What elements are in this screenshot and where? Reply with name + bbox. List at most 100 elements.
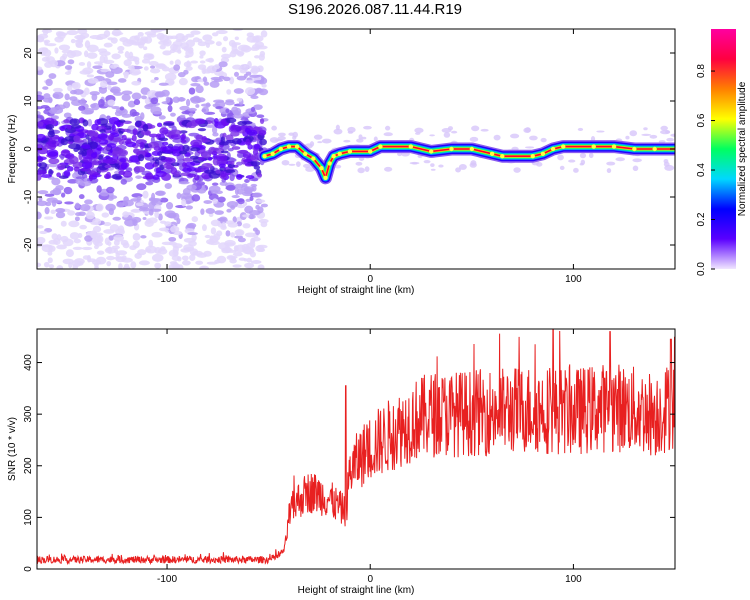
noise-blob xyxy=(37,211,42,220)
ridge-node xyxy=(489,151,495,156)
noise-blob xyxy=(140,112,145,120)
noise-blob xyxy=(63,186,73,195)
noise-blob xyxy=(181,260,191,266)
ridge-node xyxy=(652,146,657,152)
noise-blob xyxy=(185,33,195,38)
noise-blob xyxy=(203,200,213,204)
faint-blob xyxy=(629,130,638,137)
noise-blob xyxy=(48,73,57,79)
noise-blob xyxy=(153,111,163,115)
faint-blob xyxy=(450,130,458,134)
noise-blob xyxy=(247,60,252,69)
band-blob xyxy=(237,120,248,126)
noise-blob xyxy=(172,266,179,269)
noise-blob xyxy=(151,231,163,238)
band-blob xyxy=(171,148,182,157)
band-blob xyxy=(45,124,55,130)
band-blob xyxy=(37,169,47,175)
noise-blob xyxy=(183,244,194,251)
band-blob xyxy=(68,156,79,164)
noise-blob xyxy=(201,106,209,114)
noise-blob xyxy=(111,105,120,110)
noise-blob xyxy=(169,60,174,65)
noise-blob xyxy=(230,205,236,210)
noise-blob xyxy=(240,45,252,53)
noise-blob xyxy=(214,210,224,215)
noise-blob xyxy=(190,60,199,64)
noise-blob xyxy=(233,245,239,252)
noise-blob xyxy=(97,48,108,53)
noise-blob xyxy=(243,187,253,195)
noise-blob xyxy=(210,227,217,235)
noise-blob xyxy=(103,222,112,227)
faint-blob xyxy=(384,166,393,172)
noise-blob xyxy=(78,62,86,66)
faint-blob xyxy=(384,125,391,131)
band-blob xyxy=(37,133,46,141)
noise-blob xyxy=(254,55,260,59)
band-blob xyxy=(148,133,159,138)
noise-blob xyxy=(44,207,50,215)
band-blob xyxy=(230,131,240,137)
noise-blob xyxy=(92,225,102,233)
noise-blob xyxy=(226,89,232,95)
band-blob xyxy=(171,162,180,167)
faint-blob xyxy=(358,134,363,140)
band-blob xyxy=(187,173,197,178)
band-blob xyxy=(197,156,205,161)
noise-blob xyxy=(244,87,256,96)
noise-blob xyxy=(91,93,98,101)
band-blob xyxy=(106,171,112,179)
noise-blob xyxy=(69,232,80,240)
noise-blob xyxy=(95,36,104,41)
faint-blob xyxy=(295,161,301,167)
noise-blob xyxy=(159,197,169,203)
ridge-node xyxy=(469,146,475,152)
band-blob xyxy=(247,144,253,150)
noise-blob xyxy=(111,53,121,60)
noise-blob xyxy=(168,80,175,85)
band-blob xyxy=(121,134,127,141)
noise-blob xyxy=(185,205,194,210)
noise-blob xyxy=(106,186,115,194)
noise-blob xyxy=(205,42,210,48)
noise-blob xyxy=(170,112,176,117)
faint-blob xyxy=(429,134,435,137)
noise-blob xyxy=(245,79,255,84)
noise-blob xyxy=(211,32,219,37)
band-blob xyxy=(92,159,97,165)
noise-blob xyxy=(218,61,228,68)
noise-blob xyxy=(245,71,252,76)
noise-blob xyxy=(236,229,243,237)
noise-blob xyxy=(122,39,134,47)
noise-blob xyxy=(131,92,142,100)
band-blob xyxy=(170,133,182,140)
band-blob xyxy=(159,127,169,135)
band-blob xyxy=(169,129,182,136)
band-blob xyxy=(133,148,140,154)
noise-blob xyxy=(84,40,91,49)
noise-blob xyxy=(230,232,236,238)
noise-blob xyxy=(205,208,215,214)
noise-blob xyxy=(73,238,81,244)
noise-blob xyxy=(206,239,215,245)
noise-blob xyxy=(249,239,256,247)
noise-blob xyxy=(256,114,265,119)
noise-blob xyxy=(45,78,53,87)
noise-blob xyxy=(154,29,167,32)
noise-blob xyxy=(107,196,114,201)
noise-blob xyxy=(57,32,68,36)
band-blob xyxy=(40,174,52,178)
colorbar-tick-label: 0.4 xyxy=(696,163,707,177)
noise-blob xyxy=(92,65,103,69)
noise-blob xyxy=(54,47,59,54)
ridge-node xyxy=(408,144,414,149)
noise-blob xyxy=(250,106,256,112)
noise-blob xyxy=(187,232,198,236)
noise-blob xyxy=(143,46,148,51)
noise-blob xyxy=(226,208,232,213)
band-blob xyxy=(182,161,188,169)
noise-blob xyxy=(37,236,46,244)
band-blob xyxy=(106,143,117,148)
noise-blob xyxy=(131,208,139,213)
